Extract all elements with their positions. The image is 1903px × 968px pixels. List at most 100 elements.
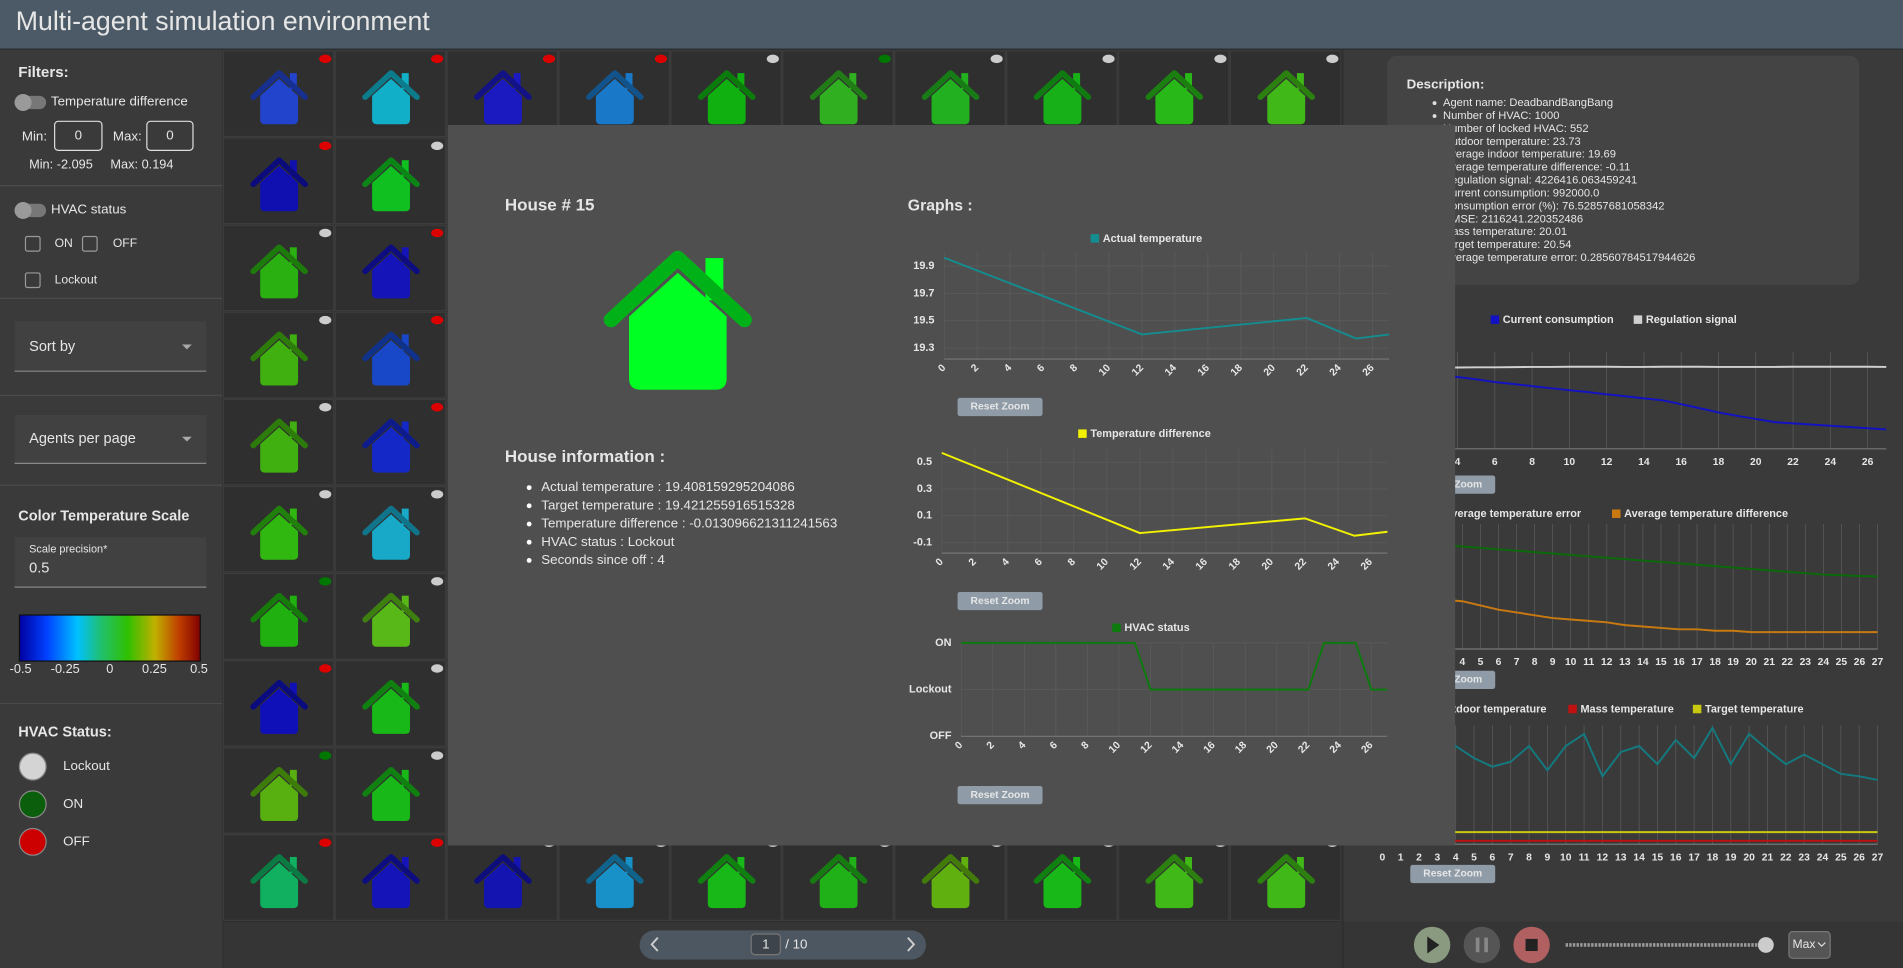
legend-swatch bbox=[1490, 315, 1500, 324]
bullet bbox=[526, 539, 532, 545]
min-input[interactable] bbox=[54, 120, 103, 152]
prev-page[interactable] bbox=[650, 937, 659, 952]
description-item: RMSE: 2116241.220352486 bbox=[1443, 213, 1583, 225]
x-tick-label: 13 bbox=[1619, 657, 1631, 668]
x-tick-label: 8 bbox=[1526, 852, 1532, 863]
header-bar bbox=[0, 0, 1903, 49]
next-page[interactable] bbox=[907, 937, 916, 952]
checkbox[interactable] bbox=[81, 235, 98, 252]
x-tick-label: 20 bbox=[1750, 457, 1762, 468]
checkbox[interactable] bbox=[24, 235, 41, 252]
precision-value: 0.5 bbox=[29, 561, 49, 577]
checkbox[interactable] bbox=[24, 272, 41, 289]
legend-swatch bbox=[1090, 234, 1100, 243]
x-tick-label: 25 bbox=[1836, 657, 1848, 668]
graphs-title: Graphs : bbox=[908, 197, 973, 214]
max-label: Max: bbox=[113, 129, 142, 144]
scale-tick-label: 0.5 bbox=[190, 661, 208, 676]
series-line bbox=[961, 641, 1388, 691]
status-dot bbox=[319, 315, 332, 325]
page-number: 1 bbox=[762, 936, 769, 951]
legend-swatch bbox=[1078, 429, 1087, 438]
status-dot bbox=[431, 402, 444, 412]
max-input[interactable] bbox=[146, 120, 194, 152]
description-item: Current consumption: 992000.0 bbox=[1443, 187, 1599, 199]
dropdown-label: Sort by bbox=[29, 339, 76, 355]
x-tick-label: 3 bbox=[1434, 852, 1440, 863]
app-title: Multi-agent simulation environment bbox=[16, 6, 431, 36]
toggle-knob[interactable] bbox=[14, 201, 32, 219]
scale-title: Color Temperature Scale bbox=[18, 509, 189, 525]
status-dot bbox=[1214, 54, 1227, 64]
x-tick-label: 0 bbox=[1379, 852, 1385, 863]
x-tick-label: 24 bbox=[1818, 657, 1830, 668]
x-tick-label: 11 bbox=[1583, 657, 1594, 668]
legend-swatch bbox=[1612, 509, 1621, 518]
status-dot bbox=[319, 838, 332, 847]
slider-knob[interactable] bbox=[1757, 937, 1774, 953]
precision-input[interactable] bbox=[14, 537, 207, 588]
status-dot bbox=[319, 577, 332, 586]
y-tick-label: 19.9 bbox=[913, 260, 934, 272]
y-tick-label: 19.5 bbox=[913, 315, 934, 327]
toggle[interactable] bbox=[14, 201, 47, 219]
y-tick-label: 0.3 bbox=[917, 483, 932, 495]
toggle[interactable] bbox=[14, 94, 47, 111]
legend-label: Average temperature error bbox=[1444, 508, 1582, 520]
status-dot bbox=[431, 577, 444, 586]
legend-label: Target temperature bbox=[1705, 704, 1804, 716]
reset-zoom-button[interactable] bbox=[1410, 864, 1496, 884]
speed-select[interactable] bbox=[1788, 931, 1831, 959]
x-tick-label: 15 bbox=[1655, 657, 1667, 668]
house-modal: House # 15 House information : Graphs : … bbox=[447, 124, 1456, 846]
legend-label: Outdoor temperature bbox=[1437, 704, 1546, 716]
series-line bbox=[1390, 538, 1878, 578]
bullet bbox=[526, 503, 532, 509]
x-tick-label: 16 bbox=[1670, 852, 1682, 863]
info-item: Target temperature : 19.421255916515328 bbox=[541, 497, 795, 512]
x-tick-label: 6 bbox=[1492, 457, 1498, 468]
series-line bbox=[941, 451, 1388, 537]
pause-button[interactable] bbox=[1463, 926, 1501, 964]
reset-zoom-label: Reset Zoom bbox=[1423, 869, 1482, 880]
description-item: Consumption error (%): 76.52857681058342 bbox=[1443, 200, 1664, 212]
y-tick-label: OFF bbox=[930, 730, 952, 742]
reset-zoom-label: Reset Zoom bbox=[971, 402, 1030, 413]
play-icon bbox=[1427, 936, 1440, 954]
scale-tick-label: -0.5 bbox=[10, 661, 32, 676]
x-tick-label: 7 bbox=[1514, 657, 1520, 668]
reset-zoom-button[interactable] bbox=[957, 397, 1043, 417]
x-tick-label: 7 bbox=[1508, 852, 1514, 863]
x-tick-label: 13 bbox=[1615, 852, 1627, 863]
reset-zoom-button[interactable] bbox=[957, 786, 1043, 805]
legend-label: Regulation signal bbox=[1646, 314, 1737, 326]
status-dot bbox=[431, 228, 444, 238]
status-swatch bbox=[18, 752, 47, 781]
description-item: Mass temperature: 20.01 bbox=[1443, 226, 1567, 238]
status-dot bbox=[431, 664, 444, 673]
min-input-value: 0 bbox=[75, 127, 82, 142]
x-tick-label: 24 bbox=[1817, 852, 1829, 863]
info-item: Temperature difference : -0.013096621311… bbox=[541, 516, 837, 531]
x-tick-label: 27 bbox=[1872, 657, 1884, 668]
pagination bbox=[639, 930, 927, 960]
x-tick-label: 27 bbox=[1872, 852, 1884, 863]
page-input[interactable] bbox=[750, 933, 781, 956]
max-input-value: 0 bbox=[166, 127, 173, 142]
reset-zoom-label: Reset Zoom bbox=[971, 790, 1030, 801]
x-tick-label: 14 bbox=[1637, 657, 1649, 668]
legend-label: Average temperature difference bbox=[1624, 508, 1788, 520]
page-total: / 10 bbox=[785, 936, 807, 951]
series-line bbox=[1382, 725, 1878, 781]
x-tick-label: 18 bbox=[1707, 852, 1719, 863]
sort-dropdown[interactable] bbox=[14, 321, 207, 372]
status-dot bbox=[431, 490, 444, 499]
description-item: Regulation signal: 4226416.063459241 bbox=[1443, 175, 1637, 187]
x-tick-label: 19 bbox=[1725, 852, 1737, 863]
reset-zoom-button[interactable] bbox=[957, 591, 1043, 611]
toggle-knob[interactable] bbox=[14, 94, 32, 111]
status-label: OFF bbox=[63, 833, 90, 848]
x-tick-label: 6 bbox=[1490, 852, 1496, 863]
agents-dropdown[interactable] bbox=[14, 414, 207, 464]
